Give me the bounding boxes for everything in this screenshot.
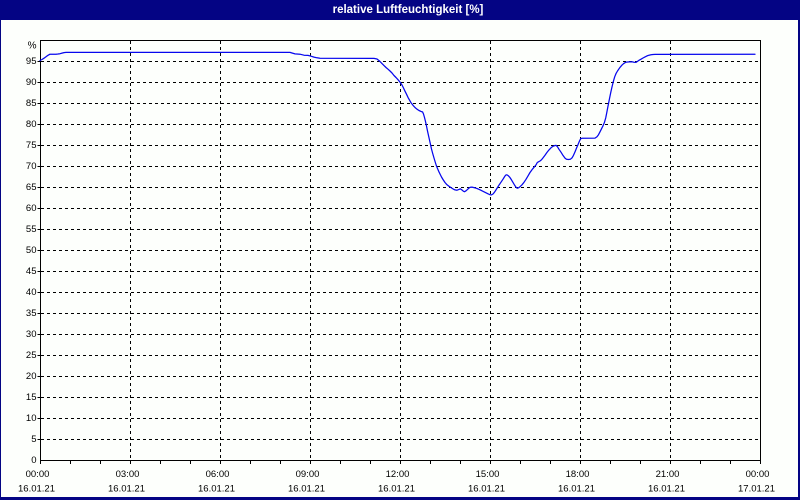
svg-text:17.01.21: 17.01.21 <box>738 484 775 495</box>
svg-text:25: 25 <box>26 350 37 361</box>
svg-text:16.01.21: 16.01.21 <box>108 484 145 495</box>
svg-text:09:00: 09:00 <box>296 469 320 480</box>
svg-text:06:00: 06:00 <box>206 469 230 480</box>
svg-text:85: 85 <box>26 98 37 109</box>
svg-text:16.01.21: 16.01.21 <box>18 484 55 495</box>
svg-text:95: 95 <box>26 56 37 67</box>
svg-text:5: 5 <box>31 434 36 445</box>
svg-text:00:00: 00:00 <box>746 469 770 480</box>
svg-text:16.01.21: 16.01.21 <box>648 484 685 495</box>
svg-text:75: 75 <box>26 140 37 151</box>
svg-text:65: 65 <box>26 182 37 193</box>
svg-text:40: 40 <box>26 287 37 298</box>
svg-text:16.01.21: 16.01.21 <box>378 484 415 495</box>
svg-text:%: % <box>28 40 37 51</box>
svg-text:18:00: 18:00 <box>566 469 590 480</box>
svg-text:20: 20 <box>26 371 37 382</box>
svg-text:15: 15 <box>26 392 37 403</box>
svg-text:35: 35 <box>26 308 37 319</box>
svg-text:70: 70 <box>26 161 37 172</box>
svg-text:60: 60 <box>26 203 37 214</box>
svg-text:21:00: 21:00 <box>656 469 680 480</box>
svg-text:00:00: 00:00 <box>26 469 50 480</box>
svg-text:50: 50 <box>26 245 37 256</box>
svg-text:15:00: 15:00 <box>476 469 500 480</box>
svg-text:30: 30 <box>26 329 37 340</box>
svg-text:relative Luftfeuchtigkeit [%]: relative Luftfeuchtigkeit [%] <box>333 4 484 16</box>
svg-text:16.01.21: 16.01.21 <box>288 484 325 495</box>
svg-text:80: 80 <box>26 119 37 130</box>
svg-text:16.01.21: 16.01.21 <box>558 484 595 495</box>
svg-text:10: 10 <box>26 413 37 424</box>
svg-text:45: 45 <box>26 266 37 277</box>
svg-text:12:00: 12:00 <box>386 469 410 480</box>
svg-text:90: 90 <box>26 77 37 88</box>
svg-text:55: 55 <box>26 224 37 235</box>
svg-text:0: 0 <box>31 455 36 466</box>
svg-text:16.01.21: 16.01.21 <box>198 484 235 495</box>
svg-text:16.01.21: 16.01.21 <box>468 484 505 495</box>
svg-text:03:00: 03:00 <box>116 469 140 480</box>
